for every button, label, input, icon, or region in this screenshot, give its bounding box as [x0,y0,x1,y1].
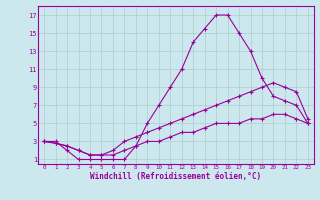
X-axis label: Windchill (Refroidissement éolien,°C): Windchill (Refroidissement éolien,°C) [91,172,261,181]
